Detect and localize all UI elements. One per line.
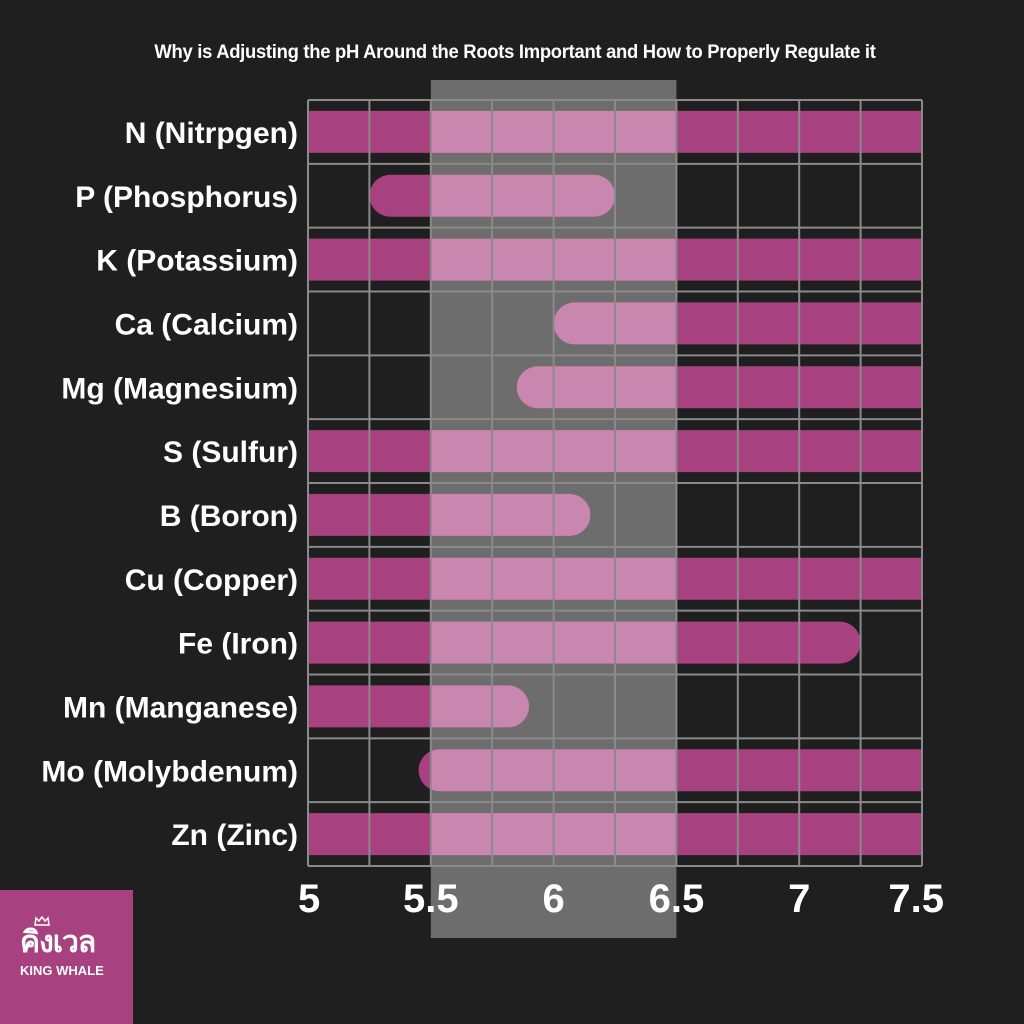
x-tick-label: 7: [788, 877, 810, 921]
chart-title: Why is Adjusting the pH Around the Roots…: [154, 42, 876, 63]
x-tick-label: 7.5: [888, 877, 944, 921]
nutrient-label: Mn (Manganese): [63, 691, 298, 724]
nutrient-label: K (Potassium): [96, 245, 298, 278]
x-tick-label: 6.5: [649, 877, 705, 921]
nutrient-bar: [308, 685, 530, 728]
brand-logo-box: [0, 890, 133, 1024]
nutrient-bar: [516, 366, 922, 409]
x-tick-label: 5: [298, 877, 320, 921]
nutrient-label: Fe (Iron): [178, 628, 298, 661]
nutrient-bar: [418, 749, 922, 792]
x-tick-label: 6: [542, 877, 564, 921]
nutrient-label: P (Phosphorus): [75, 181, 298, 214]
nutrient-label: B (Boron): [160, 500, 298, 533]
brand-thai-text: คิงเวล: [20, 925, 96, 960]
nutrient-bar-optimal-segment: [516, 366, 677, 409]
nutrient-label: Zn (Zinc): [171, 819, 298, 852]
nutrient-label: Mg (Magnesium): [61, 372, 298, 405]
nutrient-label: S (Sulfur): [163, 436, 298, 469]
brand-name: KING WHALE: [20, 963, 104, 978]
x-tick-label: 5.5: [403, 877, 459, 921]
nutrient-bar: [308, 621, 861, 664]
nutrient-bar-optimal-segment: [430, 174, 615, 217]
nutrient-label: N (Nitrpgen): [125, 117, 298, 150]
nutrient-bar-optimal-segment: [430, 493, 591, 536]
nutrient-label: Mo (Molybdenum): [41, 755, 298, 788]
nutrient-bar: [308, 493, 591, 536]
crown-icon: [34, 916, 50, 926]
nutrient-label: Ca (Calcium): [115, 308, 298, 341]
nutrient-bar-optimal-segment: [430, 685, 530, 728]
nutrient-label: Cu (Copper): [125, 564, 298, 597]
